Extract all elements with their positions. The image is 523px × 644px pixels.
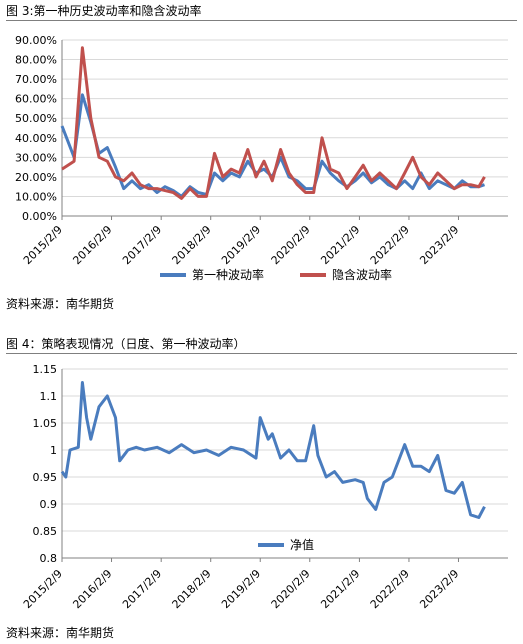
y-tick-label: 80.00% [15,54,57,67]
volatility-chart: 0.00% 10.00% 20.00% 30.00% 40.00% 50.00% 60.00… [15,34,508,282]
y-tick-label: 0.85 [33,525,58,538]
y-tick-label: 40.00% [15,132,57,145]
y-tick-label: 50.00% [15,112,57,125]
title-rule [6,353,517,354]
y-tick-label: 70.00% [15,73,57,86]
x-tick-label: 2022/2/9 [368,223,412,267]
y-tick-label: 90.00% [15,34,57,47]
y-tick-label: 0.9 [40,498,58,511]
y-tick-label: 60.00% [15,93,57,106]
title-rule [6,20,517,21]
x-tick-label: 2015/2/9 [21,223,65,267]
figure-3-source: 资料来源：南华期货 [6,297,115,311]
y-tick-label: 1.15 [33,363,58,376]
x-tick-label: 2021/2/9 [318,223,362,267]
x-tick-label: 2022/2/9 [368,567,412,611]
x-tick-label: 2018/2/9 [170,223,214,267]
legend-item: 净值 [258,537,314,552]
y-tick-label: 0.00% [22,210,57,223]
y-tick-label: 0.95 [33,471,58,484]
x-tick-label: 2016/2/9 [70,223,114,267]
legend-label: 隐含波动率 [332,267,392,282]
y-tick-label: 20.00% [15,171,57,184]
x-tick-label: 2018/2/9 [170,567,214,611]
x-tick-label: 2016/2/9 [70,567,114,611]
x-tick-label: 2021/2/9 [318,567,362,611]
legend-label: 净值 [290,537,314,552]
x-tick-label: 2023/2/9 [417,223,461,267]
x-tick-label: 2017/2/9 [120,223,164,267]
y-tick-label: 1 [50,444,57,457]
series-line-1 [60,381,486,519]
figure-4-title: 图 4：策略表现情况（日度、第一种波动率） [6,337,246,351]
y-tick-label: 30.00% [15,151,57,164]
y-tick-label: 1.05 [33,417,58,430]
nav-chart: 0.8 0.85 0.9 0.95 1 1.05 1.1 1.15 2015/2/9 2016/2… [21,363,508,611]
legend-item: 隐含波动率 [300,267,392,282]
x-tick-label: 2023/2/9 [417,567,461,611]
x-tick-label: 2019/2/9 [219,223,263,267]
figure-3-title: 图 3:第一种历史波动率和隐含波动率 [6,4,202,18]
x-tick-label: 2020/2/9 [269,223,313,267]
x-tick-label: 2019/2/9 [219,567,263,611]
x-tick-label: 2020/2/9 [269,567,313,611]
y-tick-label: 0.8 [40,552,58,565]
legend-label: 第一种波动率 [192,267,264,282]
y-tick-label: 1.1 [40,390,58,403]
legend-item: 第一种波动率 [160,267,264,282]
y-tick-label: 10.00% [15,190,57,203]
x-tick-label: 2015/2/9 [21,567,65,611]
figure-4-source: 资料来源：南华期货 [6,626,115,640]
x-tick-label: 2017/2/9 [120,567,164,611]
series-line-2 [61,46,486,200]
